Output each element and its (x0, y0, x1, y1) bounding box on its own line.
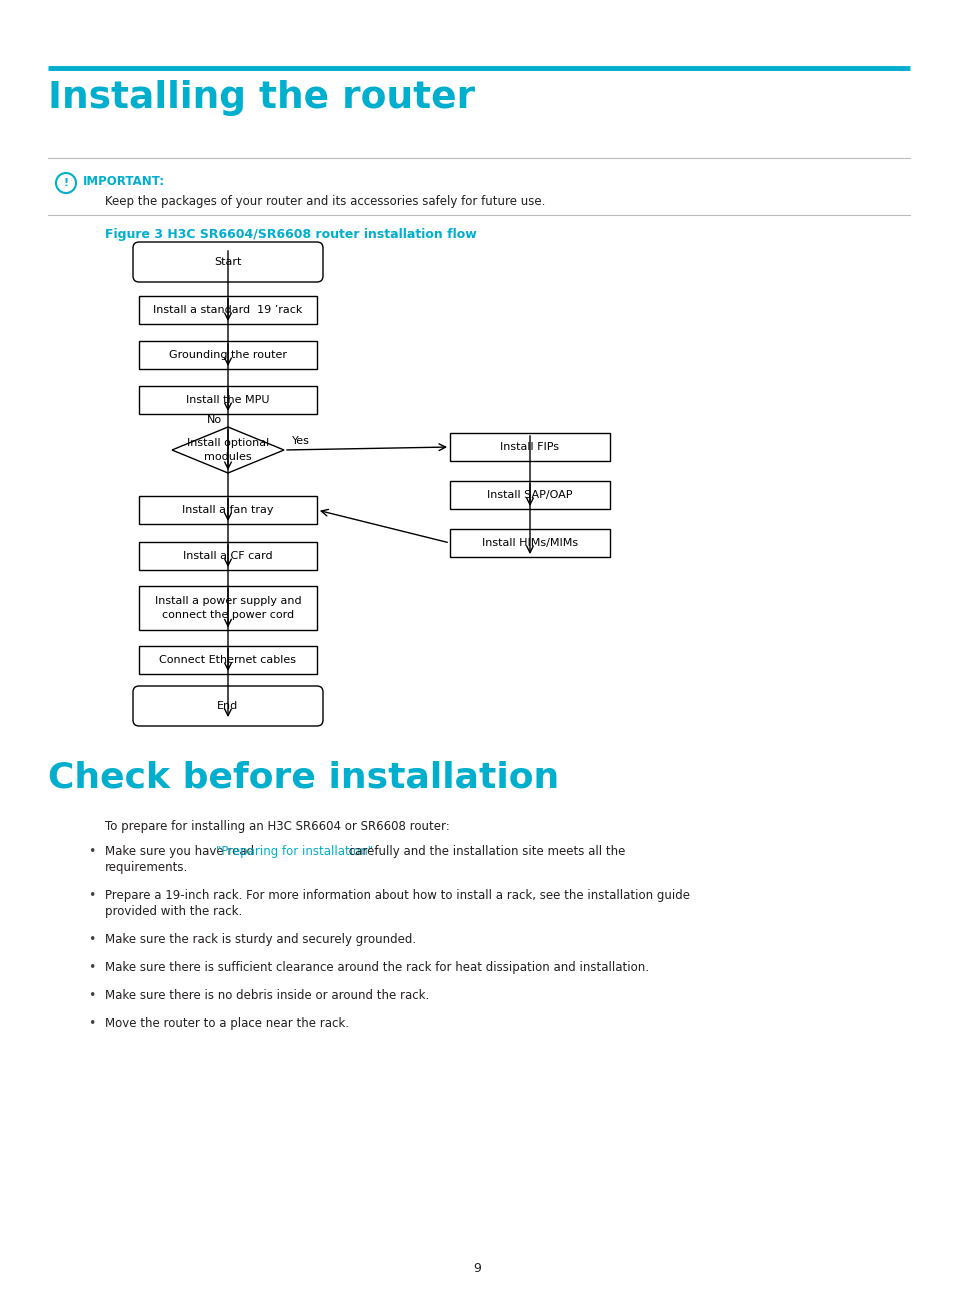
Bar (139, 496, 316, 524)
Text: Install a power supply and
connect the power cord: Install a power supply and connect the p… (154, 596, 301, 619)
Text: Grounding the router: Grounding the router (169, 350, 287, 360)
Text: No: No (206, 415, 221, 425)
Text: Install HIMs/MIMs: Install HIMs/MIMs (481, 538, 578, 548)
Text: IMPORTANT:: IMPORTANT: (83, 175, 165, 188)
Bar (139, 542, 316, 570)
Text: •: • (89, 989, 95, 1002)
Text: Move the router to a place near the rack.: Move the router to a place near the rack… (105, 1017, 349, 1030)
Text: •: • (89, 933, 95, 946)
Text: Check before installation: Check before installation (48, 759, 558, 794)
Text: Make sure the rack is sturdy and securely grounded.: Make sure the rack is sturdy and securel… (105, 933, 416, 946)
Text: Install a CF card: Install a CF card (183, 551, 273, 561)
Bar (450, 433, 609, 461)
Text: Make sure there is no debris inside or around the rack.: Make sure there is no debris inside or a… (105, 989, 429, 1002)
Text: Yes: Yes (292, 435, 310, 446)
Text: Make sure you have read: Make sure you have read (105, 845, 257, 858)
Text: Install a standard  19 ’rack: Install a standard 19 ’rack (153, 305, 302, 315)
Text: "Preparing for installation": "Preparing for installation" (215, 845, 373, 858)
Bar (139, 386, 316, 413)
Text: 9: 9 (473, 1261, 480, 1274)
Text: !: ! (63, 178, 69, 188)
Text: Install the MPU: Install the MPU (186, 395, 270, 404)
Polygon shape (172, 426, 284, 473)
FancyBboxPatch shape (132, 242, 323, 283)
Bar (450, 529, 609, 557)
Text: carefully and the installation site meets all the: carefully and the installation site meet… (345, 845, 625, 858)
Text: provided with the rack.: provided with the rack. (105, 905, 242, 918)
Text: •: • (89, 962, 95, 975)
Text: Figure 3 H3C SR6604/SR6608 router installation flow: Figure 3 H3C SR6604/SR6608 router instal… (105, 228, 476, 241)
Text: •: • (89, 1017, 95, 1030)
Bar (139, 645, 316, 674)
Text: Connect Ethernet cables: Connect Ethernet cables (159, 654, 296, 665)
Text: End: End (217, 701, 238, 712)
Text: Installing the router: Installing the router (48, 80, 475, 117)
FancyBboxPatch shape (132, 686, 323, 726)
Bar (450, 481, 609, 509)
Text: To prepare for installing an H3C SR6604 or SR6608 router:: To prepare for installing an H3C SR6604 … (105, 820, 449, 833)
Text: Install a fan tray: Install a fan tray (182, 505, 274, 515)
Bar (139, 295, 316, 324)
Text: Start: Start (214, 257, 241, 267)
Text: Keep the packages of your router and its accessories safely for future use.: Keep the packages of your router and its… (105, 194, 545, 207)
Text: •: • (89, 845, 95, 858)
Bar (139, 586, 316, 630)
Text: Install FIPs: Install FIPs (500, 442, 558, 452)
Text: Install optional
modules: Install optional modules (187, 438, 269, 461)
Bar (139, 341, 316, 369)
Text: Install SAP/OAP: Install SAP/OAP (487, 490, 572, 500)
Text: Prepare a 19-inch rack. For more information about how to install a rack, see th: Prepare a 19-inch rack. For more informa… (105, 889, 689, 902)
Text: requirements.: requirements. (105, 861, 188, 874)
Text: Make sure there is sufficient clearance around the rack for heat dissipation and: Make sure there is sufficient clearance … (105, 962, 648, 975)
Text: •: • (89, 889, 95, 902)
